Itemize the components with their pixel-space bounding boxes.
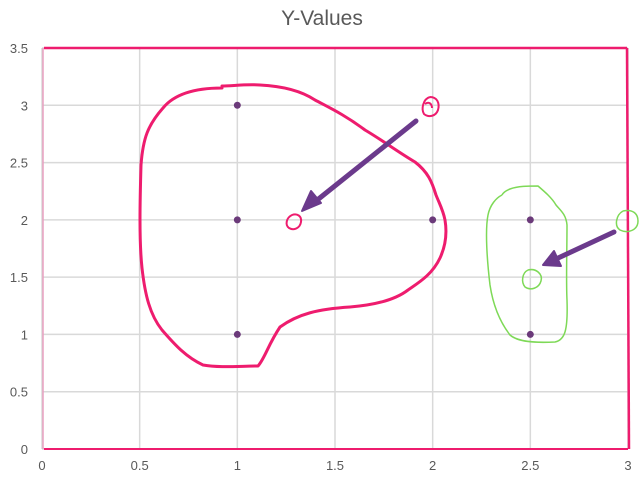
x-tick-label: 3 bbox=[624, 458, 631, 473]
tick-labels: 0 0.5 1 1.5 2 2.5 3 0 0.5 1 1.5 2 2.5 3 3.5 bbox=[10, 41, 632, 473]
data-point bbox=[233, 216, 241, 224]
y-tick-label: 0 bbox=[21, 442, 28, 457]
pink-cluster-outline bbox=[138, 83, 448, 369]
x-tick-label: 0.5 bbox=[131, 458, 149, 473]
data-point bbox=[233, 330, 241, 338]
y-tick-label: 2 bbox=[21, 213, 28, 228]
green-cluster-outline bbox=[485, 185, 568, 344]
y-tick-label: 2.5 bbox=[10, 156, 28, 171]
data-point bbox=[526, 216, 534, 224]
green-start-circle bbox=[615, 209, 639, 233]
pink-arrow-head bbox=[301, 190, 322, 212]
y-tick-label: 0.5 bbox=[10, 385, 28, 400]
grid bbox=[41, 47, 629, 450]
x-tick-label: 1.5 bbox=[326, 458, 344, 473]
plot-frame bbox=[42, 46, 631, 450]
frame-right-line bbox=[625, 47, 631, 450]
x-tick-label: 2 bbox=[429, 458, 436, 473]
data-points bbox=[233, 101, 534, 338]
x-tick-label: 2.5 bbox=[521, 458, 539, 473]
green-centroid-circle bbox=[521, 268, 543, 290]
x-tick-label: 0 bbox=[38, 458, 45, 473]
pink-start-circle bbox=[421, 96, 440, 118]
data-point bbox=[429, 216, 437, 224]
data-point bbox=[526, 330, 534, 338]
x-tick-label: 1 bbox=[234, 458, 241, 473]
chart-title: Y-Values bbox=[281, 7, 363, 30]
data-point bbox=[233, 101, 241, 109]
y-tick-label: 3.5 bbox=[10, 41, 28, 56]
y-tick-label: 1.5 bbox=[10, 270, 28, 285]
y-tick-label: 1 bbox=[21, 327, 28, 342]
pink-arrow-shaft bbox=[313, 118, 419, 204]
hand-drawn-annotations bbox=[138, 83, 639, 369]
y-tick-label: 3 bbox=[21, 98, 28, 113]
green-arrow-head bbox=[542, 250, 562, 267]
green-arrow-shaft bbox=[553, 229, 617, 262]
pink-centroid-circle bbox=[285, 213, 303, 231]
